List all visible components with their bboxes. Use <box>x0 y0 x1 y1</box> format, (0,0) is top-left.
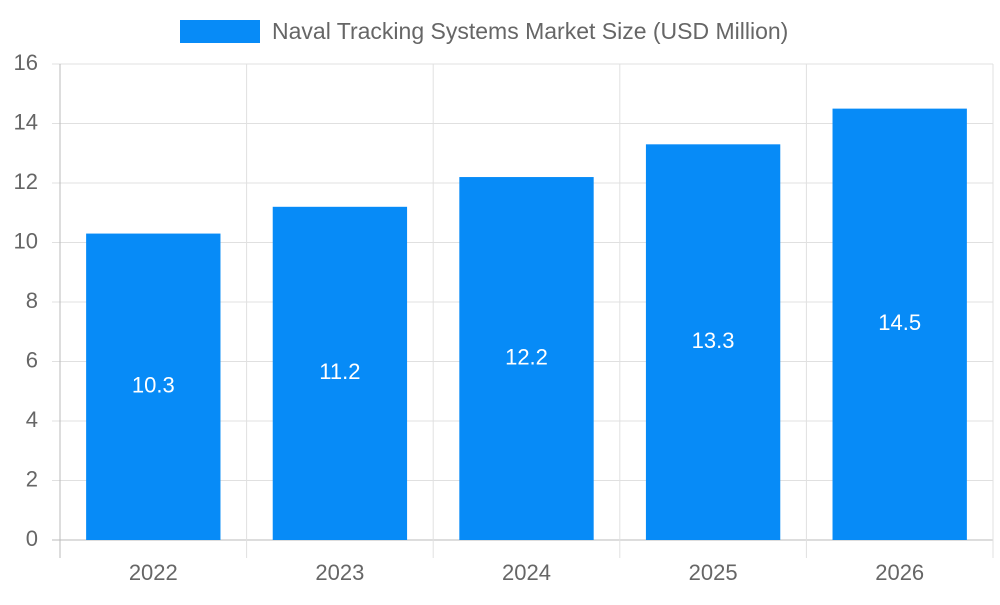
y-tick-label: 6 <box>26 347 38 372</box>
bar <box>272 206 408 541</box>
legend-swatch <box>180 20 260 43</box>
bar <box>832 108 967 540</box>
x-tick-label: 2023 <box>315 560 364 585</box>
y-tick-label: 4 <box>26 407 38 432</box>
x-tick-label: 2024 <box>502 560 551 585</box>
bar <box>86 233 221 540</box>
data-label: 14.5 <box>878 310 921 335</box>
y-tick-label: 12 <box>14 169 38 194</box>
y-tick-label: 10 <box>14 228 38 253</box>
data-label: 13.3 <box>692 328 735 353</box>
x-tick-label: 2022 <box>129 560 178 585</box>
bar <box>459 177 594 541</box>
y-tick-label: 0 <box>26 526 38 551</box>
data-label: 12.2 <box>505 344 548 369</box>
y-tick-label: 16 <box>14 50 38 75</box>
y-tick-label: 2 <box>26 466 38 491</box>
x-tick-label: 2025 <box>689 560 738 585</box>
legend-label: Naval Tracking Systems Market Size (USD … <box>272 18 788 44</box>
y-tick-label: 14 <box>14 109 38 134</box>
y-tick-label: 8 <box>26 288 38 313</box>
data-label: 11.2 <box>319 359 360 384</box>
bar <box>645 144 781 540</box>
data-label: 10.3 <box>132 373 175 398</box>
x-tick-label: 2026 <box>875 560 924 585</box>
